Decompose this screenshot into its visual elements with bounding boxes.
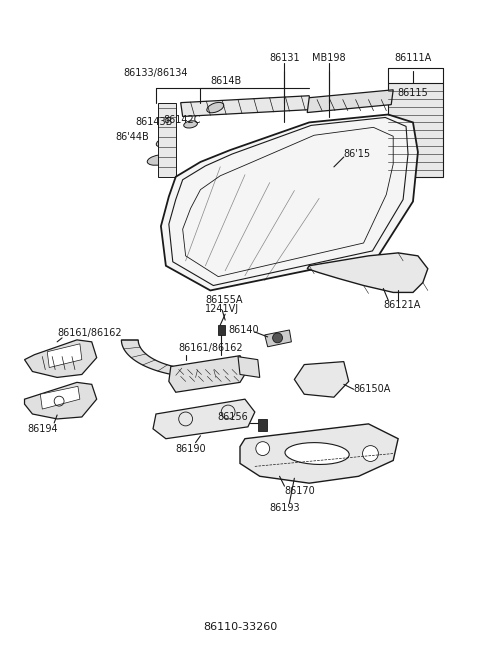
- Polygon shape: [307, 90, 393, 112]
- Text: 86133/86134: 86133/86134: [124, 68, 188, 78]
- Ellipse shape: [285, 443, 349, 464]
- Text: MB198: MB198: [312, 53, 346, 63]
- FancyBboxPatch shape: [218, 325, 225, 335]
- Text: 86170: 86170: [285, 486, 315, 496]
- FancyBboxPatch shape: [258, 419, 267, 431]
- Ellipse shape: [324, 162, 334, 172]
- Text: 1241VJ: 1241VJ: [205, 304, 240, 314]
- Polygon shape: [153, 399, 255, 439]
- Text: 86111A: 86111A: [395, 53, 432, 63]
- Text: 86156: 86156: [217, 412, 248, 422]
- Polygon shape: [169, 355, 248, 392]
- Polygon shape: [121, 340, 243, 378]
- Polygon shape: [158, 102, 176, 177]
- Text: 86155A: 86155A: [205, 295, 243, 306]
- Polygon shape: [40, 386, 80, 409]
- Text: 86143B: 86143B: [135, 118, 173, 127]
- Ellipse shape: [147, 154, 171, 166]
- Polygon shape: [240, 424, 398, 483]
- Text: 86161/86162: 86161/86162: [179, 343, 243, 353]
- Polygon shape: [264, 330, 291, 347]
- Polygon shape: [294, 361, 349, 397]
- Text: 86142C: 86142C: [163, 116, 201, 125]
- Text: 86131: 86131: [269, 53, 300, 63]
- Circle shape: [362, 445, 378, 461]
- Text: 86193: 86193: [269, 503, 300, 513]
- Ellipse shape: [156, 137, 176, 147]
- Polygon shape: [180, 96, 311, 116]
- Text: 86140: 86140: [228, 325, 259, 335]
- Polygon shape: [238, 357, 260, 377]
- Polygon shape: [24, 340, 96, 377]
- Text: 86115: 86115: [397, 88, 428, 98]
- Text: 86190: 86190: [175, 443, 206, 453]
- Text: 86'44B: 86'44B: [115, 132, 149, 142]
- Polygon shape: [24, 382, 96, 419]
- Text: 86150A: 86150A: [354, 384, 391, 394]
- Polygon shape: [161, 114, 418, 290]
- Text: 86110-33260: 86110-33260: [203, 622, 277, 631]
- Ellipse shape: [207, 102, 224, 113]
- Polygon shape: [47, 344, 82, 367]
- Polygon shape: [388, 83, 443, 177]
- Text: 86'15: 86'15: [344, 149, 371, 159]
- Text: 86161/86162: 86161/86162: [57, 328, 122, 338]
- Ellipse shape: [184, 121, 197, 128]
- Circle shape: [256, 442, 270, 455]
- Polygon shape: [307, 253, 428, 292]
- Text: 8614B: 8614B: [210, 76, 241, 86]
- Text: 86121A: 86121A: [384, 300, 420, 310]
- Circle shape: [273, 333, 283, 343]
- Text: 86194: 86194: [27, 424, 58, 434]
